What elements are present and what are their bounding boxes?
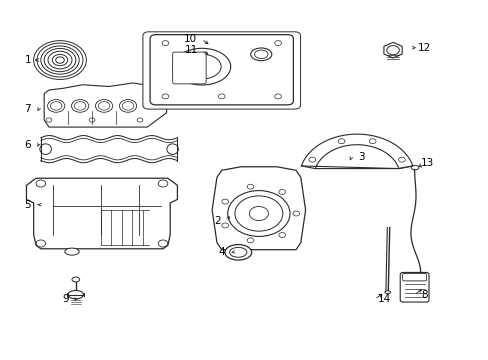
Text: 5: 5 [24,200,31,210]
Text: 8: 8 [421,290,427,300]
FancyBboxPatch shape [150,35,293,105]
Text: 3: 3 [358,152,365,162]
Polygon shape [44,83,168,127]
Ellipse shape [47,100,65,112]
Text: 13: 13 [420,158,433,168]
Text: 2: 2 [213,216,220,226]
Ellipse shape [65,248,79,255]
Text: 11: 11 [185,45,198,55]
Text: 1: 1 [24,55,31,65]
Text: 10: 10 [184,34,197,44]
Ellipse shape [71,100,89,112]
Text: 12: 12 [417,43,430,53]
Ellipse shape [72,277,80,282]
FancyBboxPatch shape [402,274,426,281]
FancyBboxPatch shape [172,52,206,84]
Ellipse shape [384,291,390,294]
Polygon shape [383,42,401,58]
Text: 14: 14 [378,294,391,304]
Text: 6: 6 [24,140,31,150]
FancyBboxPatch shape [142,32,300,109]
Polygon shape [301,134,412,168]
Text: 7: 7 [24,104,31,114]
Ellipse shape [227,190,289,237]
Polygon shape [26,178,177,249]
Text: 9: 9 [62,294,68,304]
Polygon shape [212,167,305,250]
Ellipse shape [68,291,83,299]
Ellipse shape [250,48,271,61]
Ellipse shape [119,100,136,112]
Ellipse shape [173,48,230,85]
Text: 4: 4 [218,247,225,257]
Ellipse shape [224,244,251,260]
FancyBboxPatch shape [399,273,428,302]
Ellipse shape [95,100,113,112]
